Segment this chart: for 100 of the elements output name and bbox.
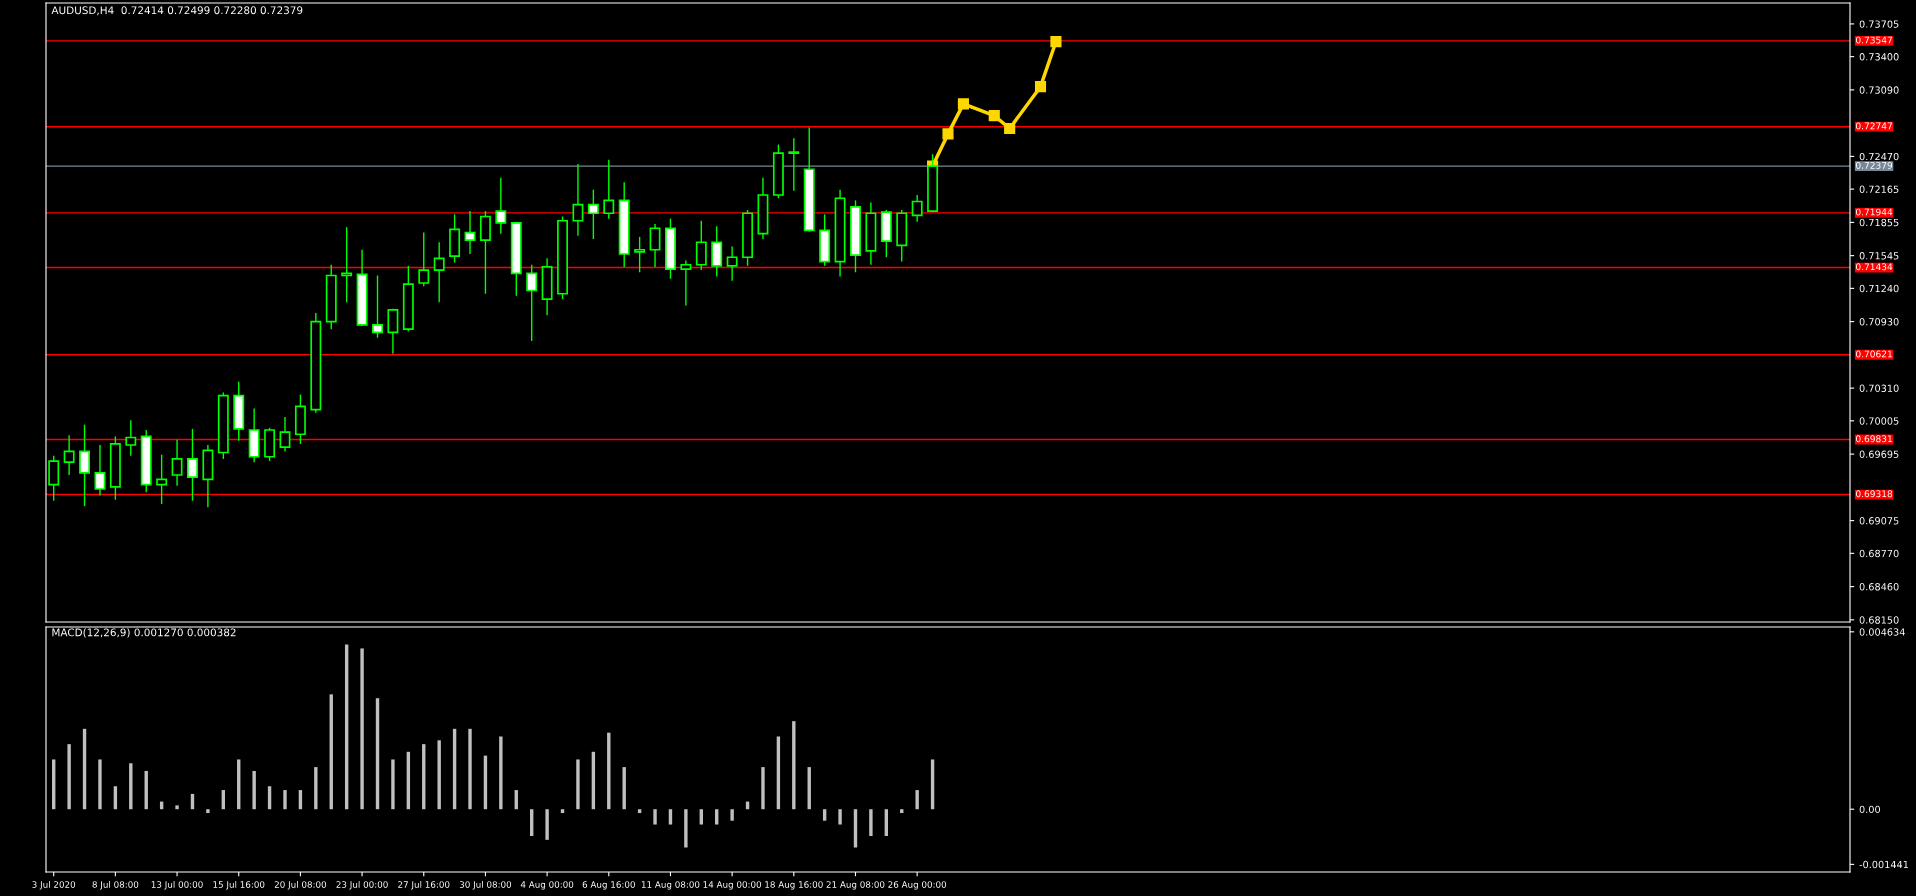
bar [761,767,765,810]
bar [67,744,71,810]
bar [499,736,503,810]
bar [653,809,657,825]
candlestick [433,241,445,304]
y-tick-label: 0.71545 [1859,252,1899,260]
x-tick-label: 20 Jul 08:00 [274,881,327,890]
bar [314,767,318,810]
y-tick-label: 0.73705 [1859,20,1899,28]
bar [437,740,441,810]
ref-line-label: 0.72747 [1856,122,1892,130]
candlestick [187,428,198,502]
bar [730,809,734,821]
ref-line-label: 0.71944 [1856,208,1893,216]
y-tick-label: 0.70310 [1859,384,1899,392]
x-tick-label: 6 Aug 16:00 [582,881,635,890]
y-tick-label: 0.70930 [1859,318,1899,326]
chart-title: MACD(12,26,9) 0.001270 0.000382 [52,628,236,638]
candlestick [572,163,584,237]
bar [206,809,210,814]
point [957,98,969,110]
x-tick-label: 15 Jul 16:00 [213,881,265,890]
candlestick [587,188,599,240]
x-tick-label: 14 Aug 00:00 [703,881,762,890]
candlestick [372,274,383,339]
bar [715,809,719,825]
candlestick [94,444,106,497]
point [988,110,1000,122]
y-tick-label: 0.73090 [1859,86,1899,94]
candlestick [495,177,507,235]
ref-line-label: 0.72379 [1856,161,1893,169]
bar [545,809,549,840]
bar [360,648,364,810]
bar [252,770,256,810]
candlestick [726,245,738,282]
candlestick [48,455,60,502]
bar [792,721,796,810]
bar [637,809,642,814]
candlestick [680,259,692,307]
candlestick [279,416,291,453]
y-tick-label: 0.71240 [1859,284,1899,293]
x-tick-label: 4 Aug 00:00 [520,881,574,890]
bar [869,809,873,837]
x-tick-label: 30 Jul 08:00 [459,881,512,890]
bar [560,809,565,814]
bar [283,790,287,810]
y-tick-label: 0.72470 [1859,152,1899,161]
candlestick [418,231,430,287]
y-tick-label: 0.70005 [1859,417,1899,425]
bar [915,790,919,810]
bar [900,809,904,814]
bar [684,809,688,848]
candlestick [695,220,707,271]
y-tick-label: 0.68770 [1859,549,1899,558]
x-tick-label: 3 Jul 2020 [32,881,76,890]
x-tick-label: 23 Jul 00:00 [336,881,388,890]
x-tick-label: 27 Jul 16:00 [398,881,450,890]
ref-line-label: 0.69318 [1856,490,1893,498]
bar [853,809,858,848]
x-tick-label: 18 Aug 16:00 [765,881,823,890]
y-tick-label: 0.72165 [1859,185,1899,193]
candlestick [911,194,923,223]
x-tick-label: 21 Aug 08:00 [826,881,885,890]
ref-line-label: 0.70621 [1856,350,1892,358]
point [1050,36,1062,48]
candlestick [387,308,399,355]
y-tick-label: 0.73400 [1859,53,1899,61]
y-tick-label: 0.004634 [1859,628,1905,636]
ref-line-label: 0.73547 [1856,36,1892,44]
candlestick [171,438,183,487]
bar [175,805,179,810]
point [1004,122,1016,135]
bar [576,759,580,810]
candlestick [156,453,168,505]
candlestick [63,434,75,476]
chart-title: AUDUSD,H4 0.72414 0.72499 0.72280 0.72379 [51,6,303,16]
ref-line-label: 0.71434 [1856,263,1893,271]
point [1034,81,1047,93]
bar [391,759,395,810]
y-tick-label: -0.001441 [1859,860,1909,869]
candlestick [79,423,91,507]
y-tick-label: 0.69695 [1859,450,1899,458]
candlestick [788,137,800,192]
y-tick-label: 0.68460 [1859,583,1899,591]
y-tick-label: 0.00 [1859,805,1881,814]
y-tick-label: 0.71855 [1859,218,1899,227]
y-tick-label: 0.68150 [1859,616,1899,624]
candlestick [634,236,646,273]
y-tick-label: 0.69075 [1859,517,1899,525]
candlestick [603,158,615,220]
x-tick-label: 13 Jul 00:00 [151,881,203,890]
candlestick [526,264,538,342]
bar [98,759,102,810]
bar [699,809,703,825]
candlestick [464,210,476,255]
bar [822,809,827,821]
point [942,128,954,140]
x-tick-label: 11 Aug 08:00 [641,881,700,890]
candlestick [649,223,661,268]
candlestick [125,419,137,457]
